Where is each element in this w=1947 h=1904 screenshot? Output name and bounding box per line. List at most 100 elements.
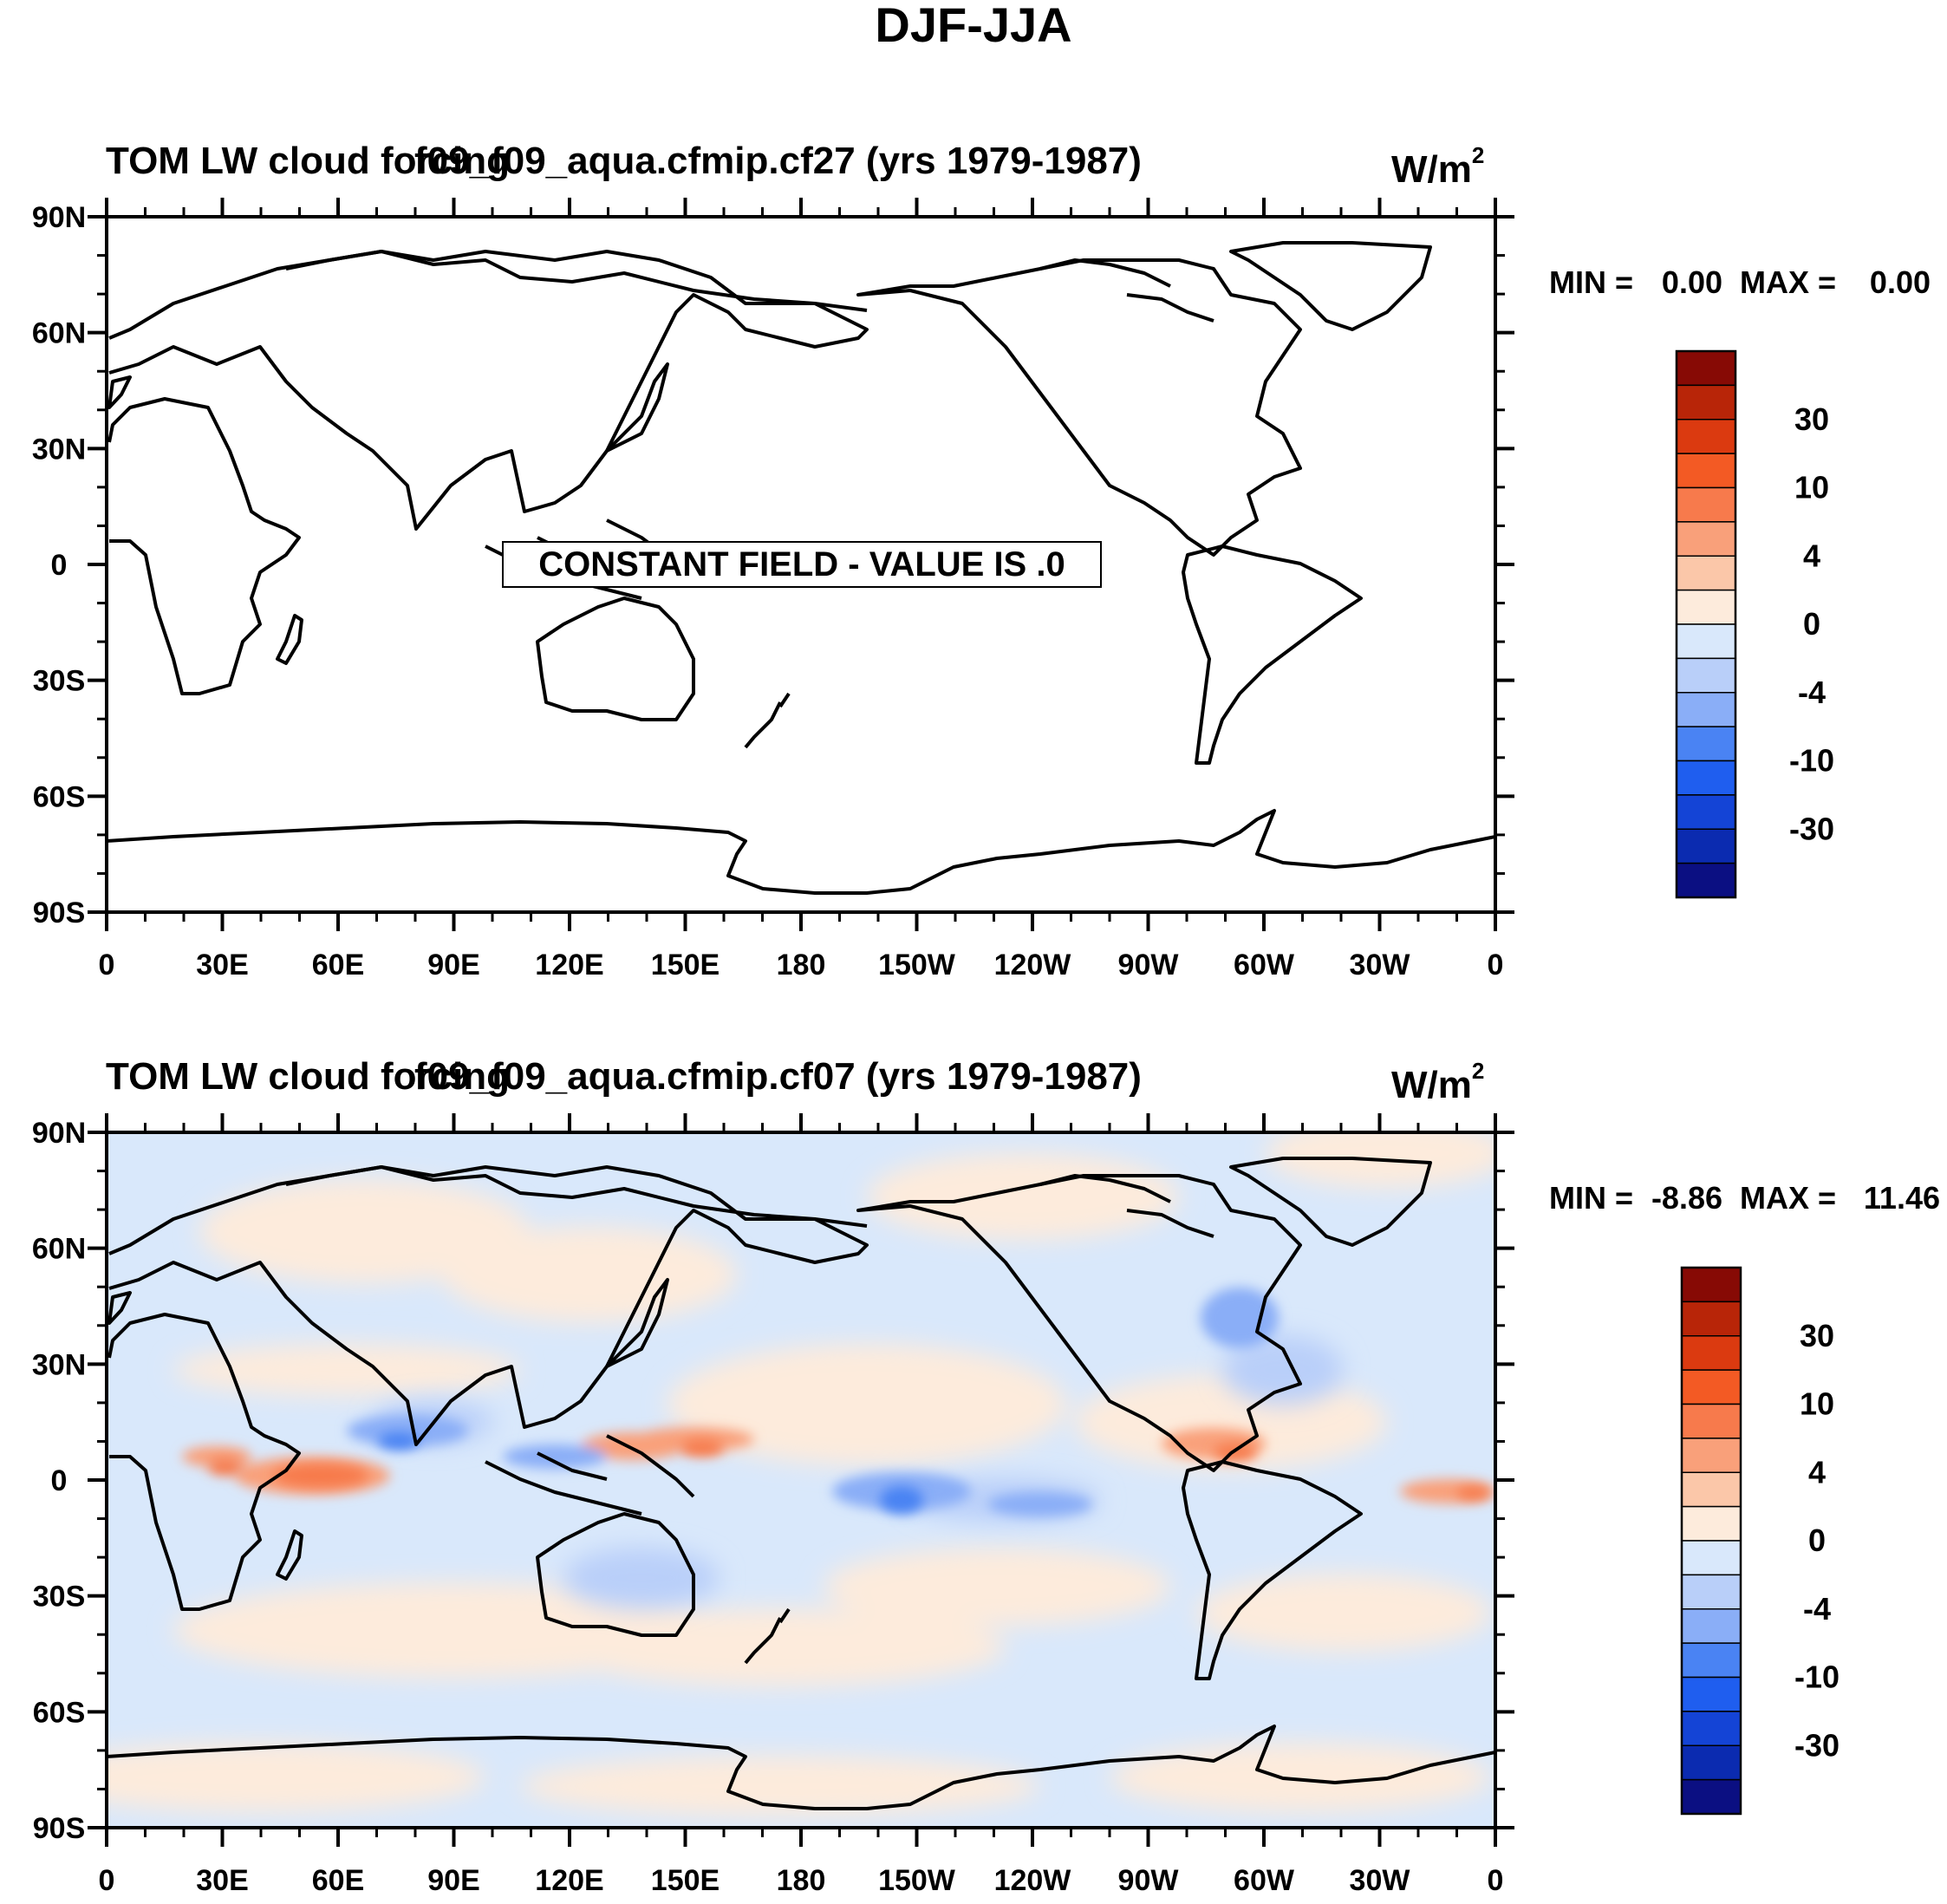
lon-tick-label: 60E — [312, 1864, 365, 1897]
lat-tick-label: 60S — [33, 1696, 86, 1729]
lon-tick-label: 90W — [1118, 1864, 1180, 1897]
panel-bottom-madagascar-coast — [276, 1529, 303, 1581]
colorbar-swatch — [1676, 419, 1736, 454]
panel-top-title-case: f09_f09_aqua.cfmip.cf27 (yrs 1979-1987) — [414, 140, 1142, 182]
colorbar-label: -4 — [1803, 1591, 1831, 1627]
lat-tick-label: 30S — [33, 1581, 86, 1614]
colorbar-label: -4 — [1798, 675, 1826, 710]
field-patch — [667, 1344, 1066, 1465]
panel-bottom-units-sup: 2 — [1472, 1058, 1484, 1084]
lon-tick-label: 120E — [535, 1864, 603, 1897]
panel-top-canadian-archipelago — [1039, 258, 1214, 323]
lon-tick-label: 90E — [427, 1864, 480, 1897]
lon-tick-label: 30W — [1350, 949, 1411, 981]
colorbar-swatch — [1676, 862, 1736, 898]
lat-tick-label: 30N — [32, 433, 86, 466]
field-patch — [442, 1227, 737, 1322]
colorbar-label: 4 — [1803, 538, 1820, 573]
lat-tick-label: 0 — [51, 549, 68, 582]
lon-tick-label: 0 — [99, 1864, 115, 1897]
field-patch — [347, 1415, 468, 1446]
colorbar-swatch — [1676, 623, 1736, 660]
colorbar-frame — [1680, 1266, 1742, 1816]
colorbar-swatch — [1676, 589, 1736, 625]
field-patch — [1110, 1743, 1491, 1812]
colorbar-label: -30 — [1794, 1727, 1840, 1763]
field-patch — [633, 1427, 754, 1451]
lat-tick-label: 60N — [32, 1233, 86, 1266]
panel-bottom-new-zealand-coast — [744, 1607, 791, 1665]
lon-tick-label: 120W — [994, 1864, 1072, 1897]
panel-bottom-coastlines — [107, 1157, 1495, 1810]
panel-top-max-label: MAX = — [1740, 264, 1836, 300]
colorbar-swatch — [1681, 1369, 1742, 1405]
colorbar-swatch — [1676, 555, 1736, 591]
colorbar-swatch — [1681, 1301, 1742, 1337]
field-patch — [273, 1464, 368, 1488]
panel-top-antarctica-coast — [107, 809, 1495, 895]
panel-bottom-title-left: TOM LW cloud forcing — [106, 1055, 510, 1098]
colorbar-swatch — [1676, 760, 1736, 796]
colorbar-swatch — [1676, 453, 1736, 489]
panel-bottom-greenland-coast — [1229, 1157, 1432, 1247]
panel-top-uk-coast — [107, 375, 132, 409]
lon-tick-label: 60W — [1234, 1864, 1295, 1897]
colorbar-frame — [1675, 349, 1737, 899]
colorbar-swatch — [1676, 486, 1736, 523]
panel-top-eurasia-coast — [108, 250, 869, 531]
lon-tick-label: 180 — [777, 949, 826, 981]
colorbar-label: -10 — [1789, 743, 1834, 779]
panel-top-annotation-box — [502, 541, 1102, 588]
colorbar-swatch — [1676, 657, 1736, 694]
colorbar-swatch — [1681, 1403, 1742, 1439]
figure-title: DJF-JJA — [875, 0, 1071, 52]
panel-bottom-antarctica-coast — [107, 1725, 1495, 1810]
panel-bottom-eurasia-coast — [108, 1165, 869, 1446]
panel-bottom-colorbar: 30 10 4 0 -4 -10 -30 — [1680, 1266, 1840, 1816]
lon-tick-label: 60W — [1234, 949, 1295, 981]
lat-tick-label: 0 — [51, 1464, 68, 1497]
panel-top-annotation: CONSTANT FIELD - VALUE IS .0 — [538, 545, 1065, 584]
lon-tick-label: 60E — [312, 949, 365, 981]
colorbar-swatch — [1681, 1505, 1742, 1542]
lon-tick-label: 120W — [994, 949, 1072, 981]
panel-top-min-value: 0.00 — [1662, 264, 1722, 300]
field-patch — [867, 1153, 1179, 1240]
panel-top-japan-coast — [605, 362, 669, 453]
colorbar-label: 0 — [1808, 1523, 1826, 1558]
colorbar-swatch — [1681, 1267, 1742, 1303]
panel-bottom-arctic-siberia-coast — [285, 1165, 868, 1228]
field-patch — [988, 1492, 1092, 1516]
lat-tick-label: 30N — [32, 1348, 86, 1381]
colorbar-label: 30 — [1794, 401, 1829, 437]
colorbar-label: -30 — [1789, 811, 1834, 846]
panel-top-min-label: MIN = — [1549, 264, 1633, 300]
colorbar-swatch — [1681, 1335, 1742, 1371]
colorbar-swatch — [1676, 350, 1736, 387]
lon-tick-label: 30E — [196, 1864, 249, 1897]
field-patch — [1196, 1574, 1491, 1652]
panel-bottom-units: W/m2 — [1391, 1058, 1484, 1106]
panel-top-greenland-coast — [1229, 241, 1432, 331]
field-patch — [824, 1548, 1170, 1626]
panel-bottom-ticks: 0 30E 60E 90E 120E 150E 180 150W 120W 90W 60W 30W 09… — [32, 1113, 1514, 1897]
colorbar-swatch — [1681, 1778, 1742, 1815]
field-patch — [555, 1608, 1006, 1686]
colorbar-swatch — [1681, 1438, 1742, 1473]
colorbar-swatch — [1681, 1642, 1742, 1679]
panel-bottom-canadian-archipelago — [1039, 1174, 1214, 1238]
lat-tick-label: 60S — [33, 780, 86, 813]
panel-top-north-america-coast — [856, 258, 1302, 557]
field-patch — [173, 1344, 520, 1396]
colorbar-swatch — [1681, 1608, 1742, 1644]
lat-tick-label: 60N — [32, 317, 86, 350]
panel-top-max-value: 0.00 — [1870, 264, 1931, 300]
panel-top-south-america-coast — [1182, 544, 1363, 765]
panel-bottom-field-strong — [208, 1432, 1491, 1514]
colorbar-swatch — [1681, 1676, 1742, 1712]
field-patch — [680, 1439, 724, 1457]
field-patch — [1456, 1486, 1491, 1500]
lon-tick-label: 150E — [651, 1864, 720, 1897]
colorbar-label: 10 — [1794, 470, 1829, 505]
